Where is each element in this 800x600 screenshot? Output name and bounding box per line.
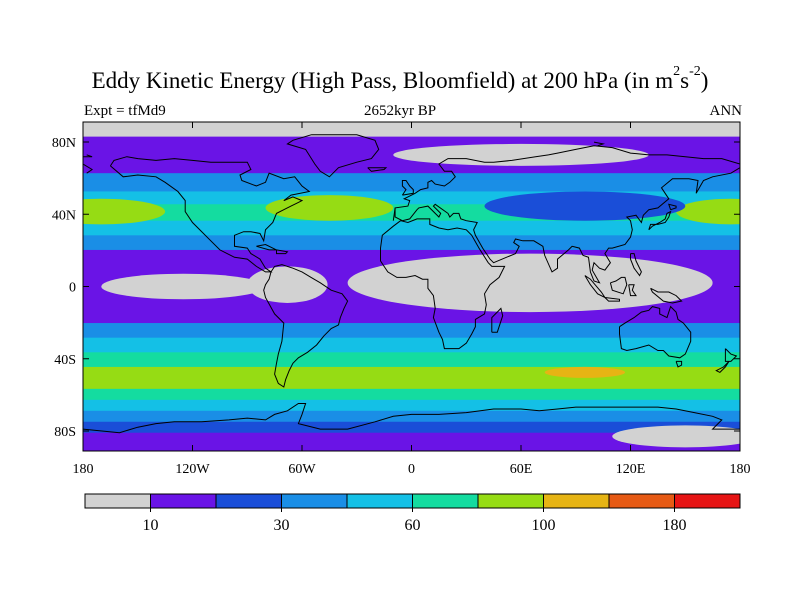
y-tick-label: 80S	[54, 425, 76, 440]
x-tick-label: 60W	[288, 462, 316, 477]
map-field	[83, 122, 740, 451]
colorbar-swatch-8	[608, 493, 675, 509]
colorbar-swatch-0	[84, 493, 151, 509]
coastline-24	[83, 403, 740, 434]
colorbar-swatch-4	[346, 493, 413, 509]
field-patch-9	[544, 366, 626, 378]
field-band-17	[83, 410, 740, 423]
season-label: ANN	[709, 103, 743, 119]
coastline-14	[648, 210, 672, 231]
coastline-20	[650, 287, 683, 304]
field-patch-7	[247, 266, 328, 303]
x-tick-label: 120W	[175, 462, 210, 477]
coastline-15	[668, 203, 677, 211]
axes-ticks: 180 120W 60W 0 60E 120E 180 80N 40N 0 40S 80S	[52, 122, 751, 477]
x-tick-label: 60E	[510, 462, 533, 477]
time-label: 2652kyr BP	[363, 103, 437, 119]
x-tick-label: 180	[73, 462, 94, 477]
colorbar-label: 30	[274, 517, 290, 534]
field-band-3	[83, 173, 740, 192]
field-band-11	[83, 323, 740, 339]
experiment-label: Expt = tfMd9	[84, 103, 166, 119]
coastline-10	[619, 305, 692, 359]
colorbar-swatch-7	[543, 493, 610, 509]
colorbar-label: 180	[663, 517, 687, 534]
y-tick-label: 0	[69, 281, 76, 296]
coastline-13	[715, 361, 730, 374]
chart-title: Eddy Kinetic Energy (High Pass, Bloomfie…	[91, 64, 709, 93]
colorbar-swatch-1	[150, 493, 217, 509]
field-patch-3	[484, 191, 686, 221]
field-patch-6	[101, 273, 266, 300]
coastline-5	[394, 167, 740, 284]
x-tick-label: 180	[730, 462, 751, 477]
coastline-7	[491, 307, 504, 333]
coastline-11	[675, 360, 683, 368]
colorbar-label: 60	[405, 517, 421, 534]
coastline-4	[83, 163, 94, 174]
colorbar-swatch-3	[281, 493, 348, 509]
coastline-19	[628, 284, 637, 297]
y-tick-label: 40S	[54, 353, 76, 368]
coastlines	[83, 134, 740, 434]
coastline-21	[630, 253, 642, 277]
colorbar-swatch-9	[674, 493, 741, 509]
field-patch-5	[128, 122, 348, 135]
field-band-7	[83, 235, 740, 251]
coastline-12	[724, 348, 738, 362]
colorbar-swatch-2	[215, 493, 282, 509]
y-tick-label: 40N	[52, 208, 76, 223]
colorbar-label: 10	[143, 517, 159, 534]
y-tick-label: 80N	[52, 136, 76, 151]
field-patch-10	[612, 425, 740, 448]
coastline-17	[604, 297, 620, 302]
coastline-25	[83, 154, 93, 158]
x-tick-label: 0	[408, 462, 415, 477]
coastline-26	[593, 141, 606, 147]
field-band-13	[83, 352, 740, 368]
colorbar-swatch-5	[412, 493, 479, 509]
field-band-19	[83, 432, 740, 451]
coastline-2	[263, 264, 349, 388]
field-patch-8	[347, 253, 713, 313]
coastline-6	[380, 218, 506, 350]
field-band-10	[83, 304, 740, 324]
field-patch-0	[83, 198, 166, 225]
coastline-23	[276, 249, 289, 255]
field-band-12	[83, 337, 740, 353]
field-band-14	[83, 366, 740, 390]
coastline-1	[286, 134, 380, 178]
colorbar-swatch-6	[477, 493, 544, 509]
coastline-0	[109, 156, 311, 273]
field-band-15	[83, 388, 740, 401]
coastline-9	[367, 167, 388, 172]
field-patch-4	[393, 143, 649, 166]
field-band-16	[83, 399, 740, 412]
coastline-3	[392, 145, 740, 221]
field-band-18	[83, 421, 740, 434]
field-patch-2	[265, 195, 394, 221]
x-tick-label: 120E	[616, 462, 646, 477]
coastline-18	[609, 276, 628, 295]
field-patch-1	[676, 198, 740, 225]
colorbar: 10 30 60 100 180	[84, 493, 741, 534]
coastline-8	[401, 180, 414, 196]
colorbar-label: 100	[532, 517, 556, 534]
